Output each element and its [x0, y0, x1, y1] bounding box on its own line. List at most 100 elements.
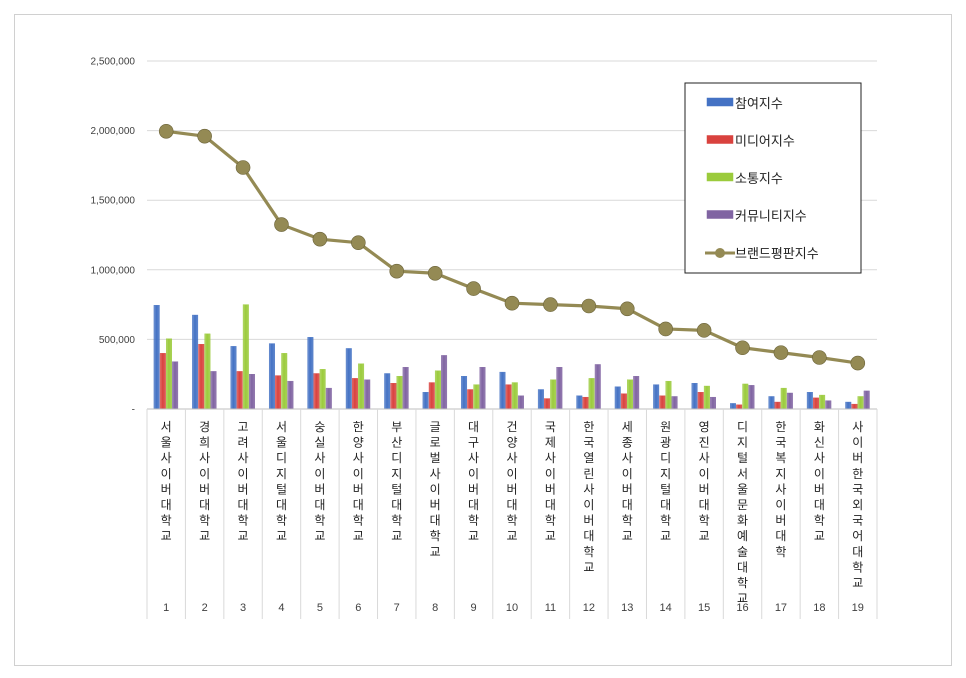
bar-3-cat-3	[242, 304, 249, 410]
bar-1-cat-1	[153, 305, 160, 410]
line-point-cat-2	[197, 128, 212, 144]
bar-1-cat-4	[268, 343, 275, 410]
rank-label: 4	[278, 602, 284, 614]
bar-2-cat-10	[505, 384, 512, 410]
line-point-cat-6	[351, 235, 366, 250]
rank-label: 16	[736, 602, 748, 614]
bar-2-cat-14	[659, 395, 666, 410]
bar-2-cat-4	[275, 375, 282, 410]
bar-2-cat-19	[851, 403, 858, 410]
bar-4-cat-6	[364, 379, 371, 410]
bar-3-cat-18	[819, 394, 826, 410]
rank-label: 17	[775, 602, 787, 614]
bar-4-cat-7	[402, 367, 409, 410]
line-point-cat-13	[619, 301, 635, 317]
bar-4-cat-8	[441, 355, 448, 410]
bar-3-cat-2	[204, 333, 211, 410]
bar-4-cat-4	[287, 380, 294, 410]
rank-label: 8	[432, 602, 438, 614]
bar-1-cat-3	[230, 346, 237, 410]
bar-3-cat-13	[627, 379, 634, 410]
x-axis: 서 울 사 이 버 대 학 교 경 희 사 이 버 대 학 교 고 려 사 이 버 대 학 교 서 울 디 지 털 대 학 교 숭 실 사 이 버 대 학 교…	[146, 408, 878, 619]
brand-reputation-chart: - 500,000 1,000,000 1,500,000 2,000,000 2,500…	[91, 57, 878, 619]
line-point-cat-10	[504, 295, 520, 311]
line-point-cat-19	[850, 355, 866, 371]
bar-4-cat-9	[479, 367, 486, 410]
bar-2-cat-1	[159, 353, 166, 410]
bar-3-cat-7	[396, 376, 403, 410]
bar-4-cat-11	[556, 367, 563, 410]
bar-4-cat-13	[633, 376, 640, 410]
bar-1-cat-17	[768, 396, 775, 410]
bar-4-cat-18	[825, 400, 832, 410]
rank-label: 15	[698, 602, 710, 614]
y-tick-label: -	[132, 405, 135, 416]
bar-1-cat-5	[307, 337, 314, 410]
line-point-cat-9	[466, 281, 481, 296]
rank-label: 7	[394, 602, 400, 614]
bar-series	[153, 304, 870, 410]
legend-swatch	[706, 210, 734, 219]
legend-label: 커뮤니티지수	[735, 210, 807, 225]
bar-4-cat-12	[594, 364, 601, 410]
legend-label: 미디어지수	[735, 135, 795, 150]
bar-2-cat-15	[697, 392, 704, 410]
bar-4-cat-14	[671, 396, 678, 410]
rank-label: 1	[163, 602, 169, 614]
bar-1-cat-10	[499, 371, 506, 410]
line-point-cat-16	[735, 340, 750, 356]
bar-3-cat-16	[742, 383, 749, 410]
line-point-cat-1	[158, 123, 174, 139]
chart-frame: - 500,000 1,000,000 1,500,000 2,000,000 2,500…	[14, 14, 952, 666]
legend-label: 브랜드평판지수	[735, 247, 819, 262]
bar-1-cat-14	[653, 384, 660, 410]
bar-4-cat-16	[748, 385, 755, 410]
bar-2-cat-9	[467, 389, 474, 410]
bar-3-cat-12	[588, 378, 595, 410]
bar-3-cat-4	[281, 353, 288, 410]
bar-4-cat-3	[248, 374, 255, 410]
rank-label: 9	[471, 602, 477, 614]
bar-2-cat-11	[544, 398, 551, 410]
bar-2-cat-18	[813, 397, 819, 410]
legend-swatch	[706, 135, 734, 144]
line-point-cat-8	[427, 265, 443, 281]
bar-1-cat-9	[461, 376, 468, 410]
legend-swatch	[706, 97, 734, 107]
bar-3-cat-15	[703, 385, 710, 410]
bar-2-cat-17	[774, 401, 781, 410]
bar-1-cat-6	[345, 348, 352, 410]
bar-3-cat-11	[550, 379, 557, 410]
bar-2-cat-2	[198, 344, 205, 410]
y-tick-label: 1,500,000	[91, 196, 136, 207]
bar-3-cat-1	[166, 338, 172, 410]
bar-2-cat-16	[736, 404, 743, 410]
y-tick-label: 500,000	[99, 335, 136, 346]
bar-1-cat-13	[614, 386, 621, 410]
rank-label: 14	[660, 602, 672, 614]
rank-label: 18	[813, 602, 825, 614]
bar-4-cat-1	[172, 361, 179, 410]
rank-label: 11	[545, 602, 556, 614]
y-tick-label: 1,000,000	[91, 265, 136, 276]
y-axis: - 500,000 1,000,000 1,500,000 2,000,000 2,500…	[91, 57, 136, 416]
bar-1-cat-11	[537, 389, 544, 410]
legend-label: 소통지수	[735, 172, 783, 187]
bar-1-cat-7	[384, 373, 391, 410]
bar-2-cat-12	[582, 396, 589, 410]
bar-4-cat-19	[863, 390, 870, 410]
bar-3-cat-9	[473, 384, 480, 410]
bar-1-cat-15	[691, 383, 698, 410]
